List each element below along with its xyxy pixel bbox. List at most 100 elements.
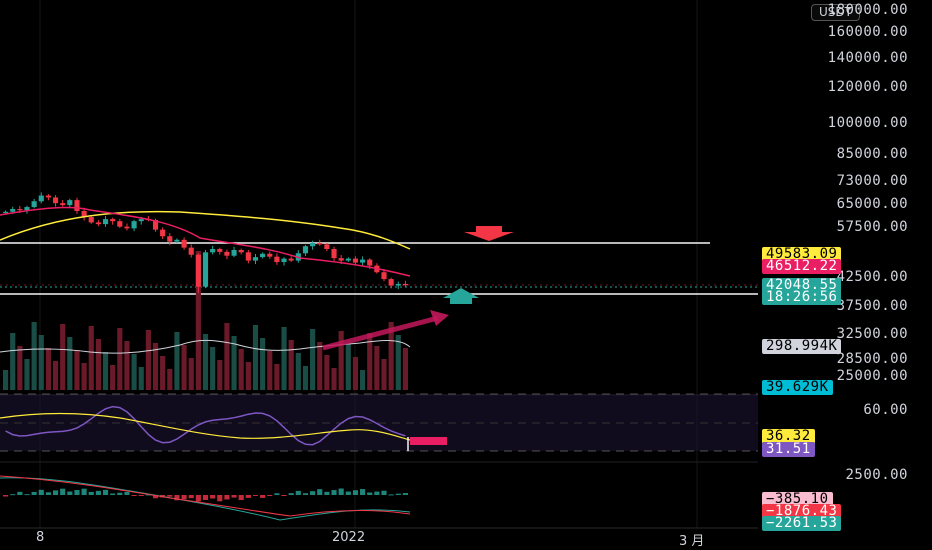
candle-body: [202, 252, 209, 287]
volume-bar: [60, 324, 66, 390]
macd-histogram-bar: [224, 495, 230, 500]
candle-body: [167, 236, 173, 242]
candle-body: [131, 221, 137, 229]
ma-fast-line: [0, 206, 411, 277]
rsi-ma-tag: 36.32: [762, 429, 815, 444]
volume-bar: [10, 333, 16, 390]
volume-bar: [81, 363, 87, 390]
candle-body: [252, 257, 259, 261]
macd-histogram-bar: [45, 492, 51, 495]
price-axis-label: 180000.00: [827, 2, 908, 18]
volume-bar: [138, 367, 144, 390]
volume-bar: [152, 343, 159, 390]
candle-body: [238, 249, 244, 253]
volume-bar: [374, 346, 380, 390]
volume-bar: [224, 323, 230, 390]
candle-body: [152, 219, 159, 230]
volume-bar: [345, 344, 351, 390]
candle-body: [117, 221, 123, 227]
volume-bar: [17, 346, 23, 390]
macd-histogram-bar: [10, 494, 16, 496]
macd-histogram-bar: [302, 493, 309, 495]
candle-body: [231, 249, 237, 256]
candle-body: [160, 229, 166, 237]
volume-bar: [288, 340, 294, 390]
volume-bar: [245, 362, 251, 390]
volume-bar: [95, 339, 101, 390]
macd-histogram-bar: [117, 492, 123, 495]
candle-body: [345, 258, 351, 261]
candle-body: [124, 226, 130, 229]
rsi-marker[interactable]: [410, 437, 447, 445]
macd-histogram-bar: [260, 495, 266, 498]
macd-histogram-bar: [310, 491, 316, 495]
candle-body: [324, 244, 330, 250]
trend-arrow[interactable]: [322, 315, 439, 351]
macd-histogram-bar: [110, 493, 116, 495]
macd-histogram-bar: [210, 495, 216, 499]
macd-histogram-bar: [167, 495, 173, 497]
candle-body: [360, 259, 366, 263]
volume-bar: [360, 370, 366, 390]
volume-bar: [124, 341, 130, 390]
macd-histogram-bar: [67, 491, 73, 495]
macd-histogram-bar: [52, 490, 59, 495]
macd-signal-tag: −1876.43: [762, 504, 842, 519]
volume-bar: [31, 322, 37, 390]
candle-body: [188, 247, 194, 255]
volume-bar: [3, 370, 9, 390]
price-axis-label: 160000.00: [827, 24, 908, 40]
volume-bar: [167, 369, 173, 390]
volume-bar: [67, 337, 73, 390]
macd-histogram-bar: [195, 495, 201, 502]
candle-body: [45, 195, 51, 198]
candle-body: [317, 243, 323, 245]
macd-hist-tag: −385.10: [762, 492, 833, 507]
candle-body: [174, 239, 180, 242]
macd-histogram-bar: [245, 495, 251, 498]
macd-histogram-bar: [152, 495, 159, 499]
price-axis-label: 28500.00: [836, 351, 908, 367]
macd-histogram-bar: [381, 490, 387, 495]
volume-bar: [260, 338, 266, 390]
volume-bar: [88, 326, 94, 390]
volume-bar: [352, 357, 359, 390]
macd-histogram-bar: [274, 493, 280, 495]
price-axis-label: 32500.00: [836, 326, 908, 342]
volume-bar: [331, 368, 337, 390]
volume-bar: [324, 355, 330, 390]
macd-histogram-bar: [238, 495, 244, 501]
volume-bar: [110, 365, 116, 390]
macd-histogram-bar: [74, 490, 80, 495]
trend-arrow-head: [430, 310, 449, 326]
macd-histogram-bar: [317, 489, 323, 495]
candle-body: [10, 209, 16, 212]
time-axis-label: 2022: [332, 530, 366, 545]
volume-bar: [24, 359, 30, 390]
macd-histogram-bar: [174, 495, 180, 501]
volume-bar: [388, 322, 394, 390]
macd-histogram-bar: [288, 493, 294, 495]
macd-histogram-bar: [267, 495, 273, 496]
volume-bar: [202, 334, 209, 390]
candle-body: [302, 246, 309, 254]
macd-histogram-bar: [81, 488, 87, 495]
volume-bar: [52, 361, 59, 390]
currency-button[interactable]: USDT: [811, 4, 860, 21]
macd-histogram-bar: [188, 495, 194, 499]
arrow-down-icon[interactable]: [464, 226, 514, 241]
volume-bar: [217, 360, 223, 390]
candle-body: [395, 283, 401, 286]
macd-histogram-bar: [24, 494, 30, 496]
price-axis-label: 65000.00: [836, 196, 908, 212]
candle-body: [52, 197, 59, 204]
volume-bar: [231, 336, 237, 390]
macd-histogram-bar: [17, 491, 23, 495]
macd-line-tag: −2261.53: [762, 516, 842, 531]
arrow-up-icon[interactable]: [443, 288, 479, 304]
candle-body: [110, 219, 116, 222]
volume-bar: [317, 342, 323, 390]
candle-body: [74, 200, 80, 211]
volume-bar: [145, 330, 151, 390]
